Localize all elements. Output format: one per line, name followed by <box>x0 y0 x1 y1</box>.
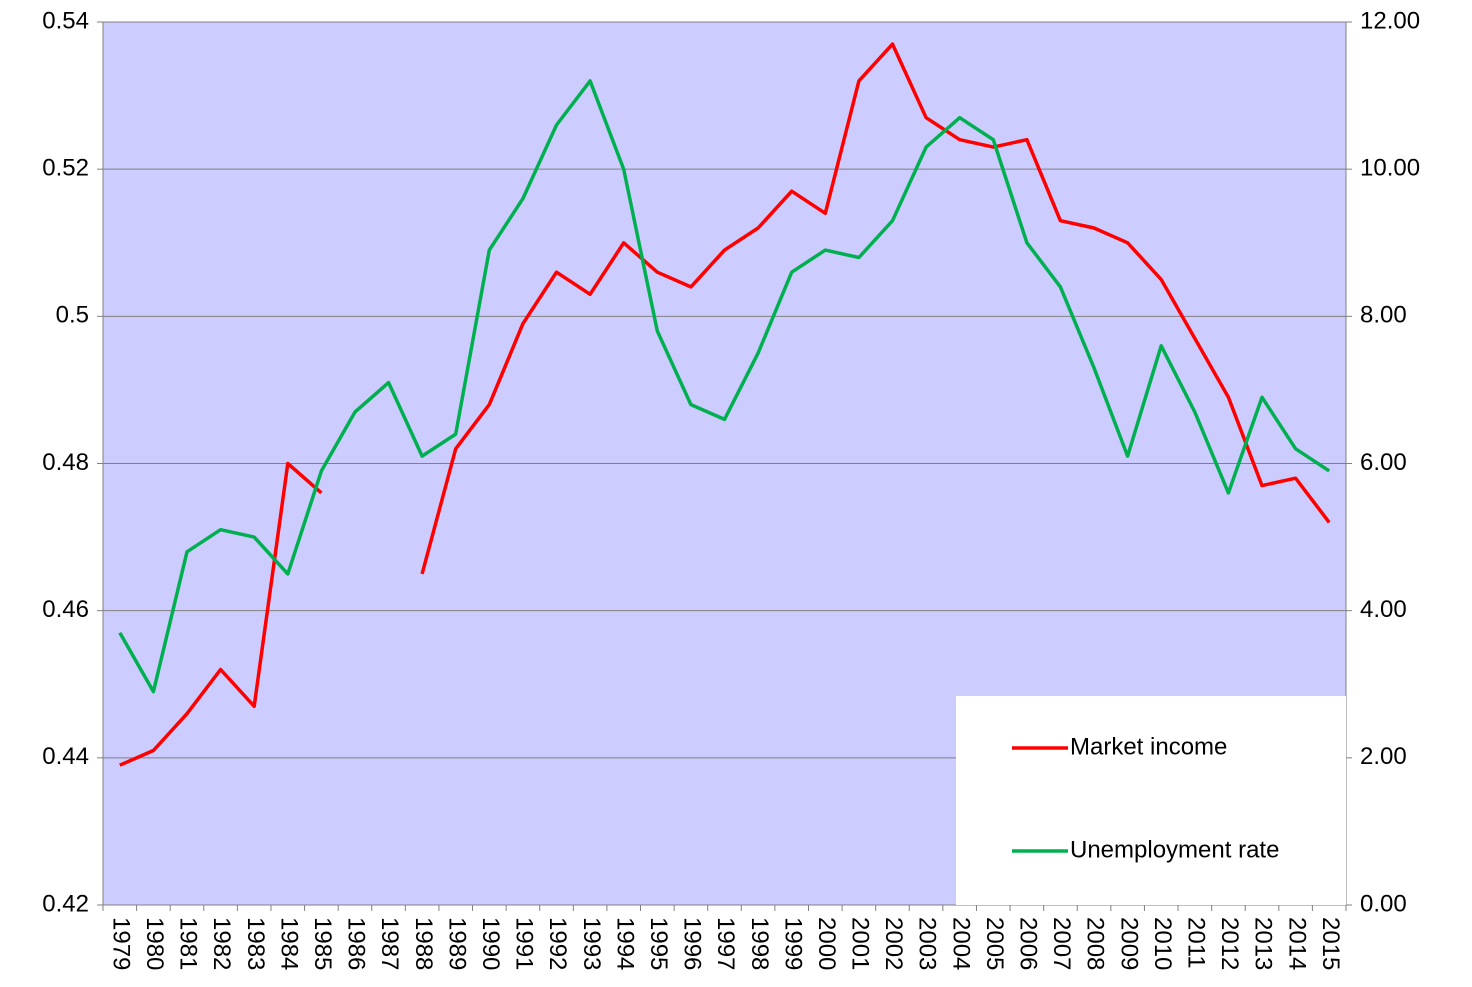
x-tick-label: 2009 <box>1115 917 1142 970</box>
x-tick-label: 2006 <box>1015 917 1042 970</box>
x-tick-label: 1982 <box>208 917 235 970</box>
y-tick-label: 0.44 <box>42 743 89 770</box>
y-tick-label: 0.42 <box>42 890 89 917</box>
x-tick-label: 1985 <box>309 917 336 970</box>
y2-tick-label: 2.00 <box>1360 743 1407 770</box>
y-tick-label: 0.5 <box>56 302 89 329</box>
y-tick-label: 0.54 <box>42 7 89 34</box>
x-tick-label: 1993 <box>578 917 605 970</box>
x-tick-label: 1996 <box>679 917 706 970</box>
x-tick-label: 1986 <box>343 917 370 970</box>
x-tick-label: 1990 <box>477 917 504 970</box>
x-tick-label: 1987 <box>376 917 403 970</box>
x-tick-label: 1994 <box>611 917 638 970</box>
x-tick-label: 2013 <box>1250 917 1277 970</box>
x-tick-label: 2015 <box>1317 917 1344 970</box>
y2-tick-label: 10.00 <box>1360 155 1420 182</box>
x-tick-label: 1989 <box>443 917 470 970</box>
x-tick-label: 1980 <box>141 917 168 970</box>
x-tick-label: 1988 <box>410 917 437 970</box>
x-tick-label: 2008 <box>1082 917 1109 970</box>
x-tick-label: 2001 <box>847 917 874 970</box>
y2-tick-label: 6.00 <box>1360 449 1407 476</box>
legend <box>956 696 1346 905</box>
x-tick-label: 1979 <box>107 917 134 970</box>
y2-tick-label: 12.00 <box>1360 7 1420 34</box>
x-tick-label: 2003 <box>914 917 941 970</box>
x-tick-label: 2002 <box>880 917 907 970</box>
y2-tick-label: 0.00 <box>1360 890 1407 917</box>
x-tick-label: 1998 <box>746 917 773 970</box>
x-tick-label: 1991 <box>511 917 538 970</box>
y2-tick-label: 4.00 <box>1360 596 1407 623</box>
y-tick-label: 0.46 <box>42 596 89 623</box>
x-tick-label: 1999 <box>779 917 806 970</box>
x-tick-label: 1997 <box>712 917 739 970</box>
x-tick-label: 2005 <box>981 917 1008 970</box>
x-tick-label: 2000 <box>813 917 840 970</box>
x-tick-label: 1981 <box>175 917 202 970</box>
x-tick-label: 2010 <box>1149 917 1176 970</box>
x-tick-label: 2011 <box>1182 917 1209 969</box>
x-tick-label: 2004 <box>947 917 974 970</box>
legend-label: Unemployment rate <box>1070 836 1279 863</box>
x-tick-label: 2014 <box>1283 917 1310 970</box>
series-line <box>119 42 1331 767</box>
series-line <box>118 79 1331 694</box>
y2-tick-label: 8.00 <box>1360 302 1407 329</box>
x-tick-label: 1995 <box>645 917 672 970</box>
x-tick-label: 1983 <box>242 917 269 970</box>
legend-label: Market income <box>1070 733 1227 760</box>
x-tick-label: 1984 <box>275 917 302 970</box>
y-tick-label: 0.48 <box>42 449 89 476</box>
y-tick-label: 0.52 <box>42 155 89 182</box>
x-tick-label: 2007 <box>1048 917 1075 970</box>
x-tick-label: 1992 <box>544 917 571 970</box>
x-tick-label: 2012 <box>1216 917 1243 970</box>
